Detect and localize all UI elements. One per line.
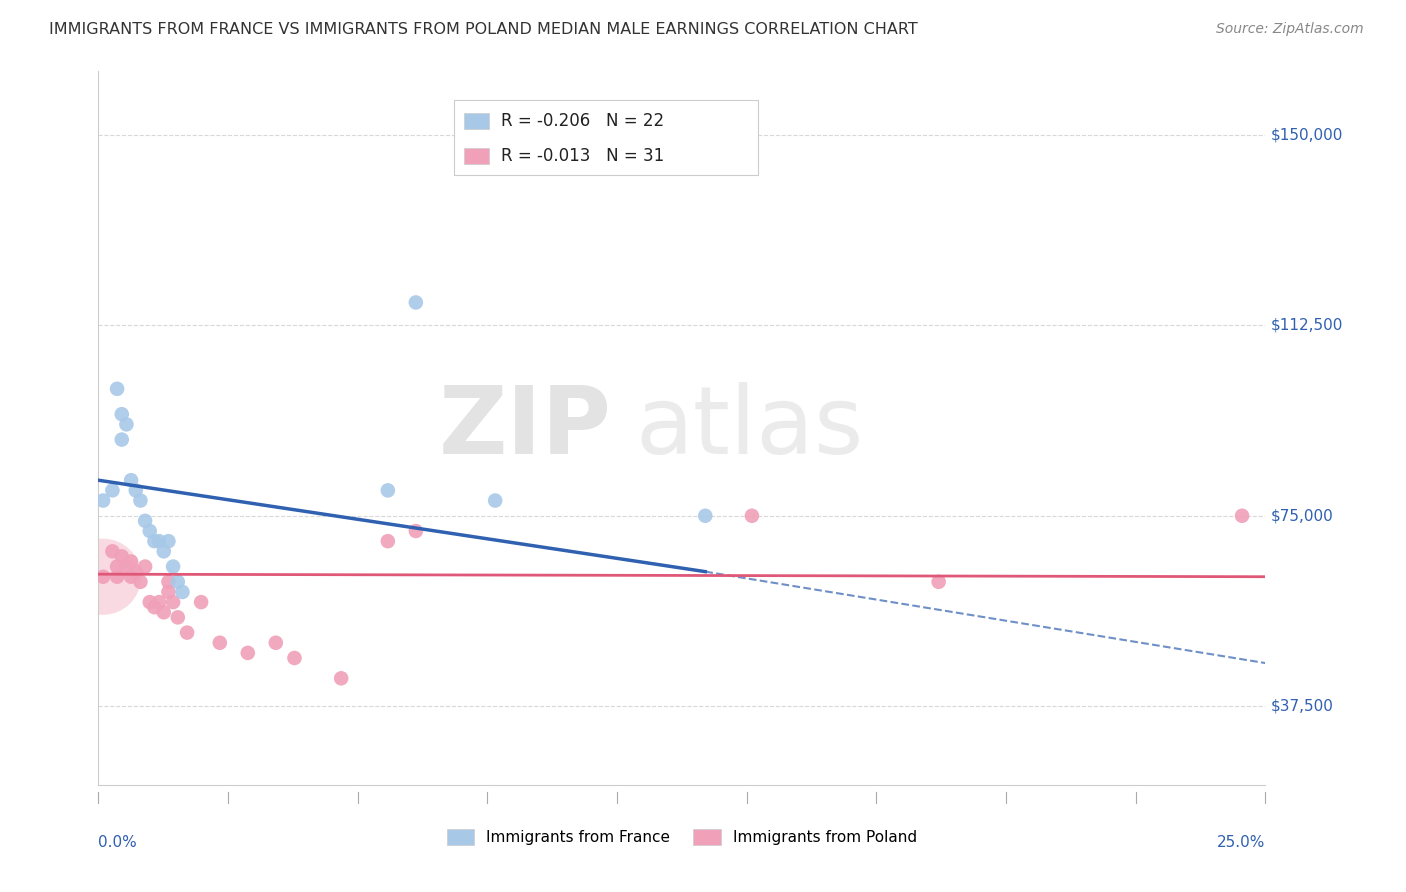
- Point: [741, 508, 763, 523]
- Point: [162, 595, 184, 609]
- Point: [166, 610, 188, 624]
- Point: [143, 534, 166, 549]
- Point: [208, 636, 231, 650]
- Point: [111, 433, 134, 447]
- Text: R = -0.013   N = 31: R = -0.013 N = 31: [501, 147, 664, 165]
- Text: R = -0.206   N = 22: R = -0.206 N = 22: [501, 112, 664, 130]
- FancyBboxPatch shape: [454, 100, 758, 175]
- Point: [101, 483, 124, 498]
- Point: [148, 595, 170, 609]
- Point: [157, 585, 180, 599]
- Point: [139, 524, 162, 538]
- Point: [139, 595, 162, 609]
- Point: [405, 295, 427, 310]
- Point: [115, 417, 138, 432]
- Point: [105, 570, 128, 584]
- Text: IMMIGRANTS FROM FRANCE VS IMMIGRANTS FROM POLAND MEDIAN MALE EARNINGS CORRELATIO: IMMIGRANTS FROM FRANCE VS IMMIGRANTS FRO…: [49, 22, 918, 37]
- Point: [125, 565, 148, 579]
- Text: Source: ZipAtlas.com: Source: ZipAtlas.com: [1216, 22, 1364, 37]
- Point: [152, 605, 174, 619]
- Point: [176, 625, 198, 640]
- Point: [283, 651, 305, 665]
- Point: [143, 600, 166, 615]
- Point: [129, 493, 152, 508]
- Point: [484, 493, 506, 508]
- Point: [105, 559, 128, 574]
- Point: [91, 570, 114, 584]
- Point: [91, 493, 114, 508]
- Point: [236, 646, 259, 660]
- Point: [111, 407, 134, 421]
- Legend: Immigrants from France, Immigrants from Poland: Immigrants from France, Immigrants from …: [447, 830, 917, 845]
- Point: [111, 549, 134, 564]
- Text: $75,000: $75,000: [1271, 508, 1334, 524]
- Point: [928, 574, 950, 589]
- Text: ZIP: ZIP: [439, 382, 612, 475]
- Point: [105, 382, 128, 396]
- Point: [157, 534, 180, 549]
- Point: [91, 570, 114, 584]
- Text: atlas: atlas: [636, 382, 863, 475]
- Point: [190, 595, 212, 609]
- Point: [120, 570, 142, 584]
- Point: [405, 524, 427, 538]
- Point: [125, 483, 148, 498]
- Point: [330, 671, 353, 685]
- Point: [166, 574, 188, 589]
- Point: [148, 534, 170, 549]
- Point: [695, 508, 717, 523]
- Point: [120, 554, 142, 568]
- Point: [152, 544, 174, 558]
- Point: [134, 514, 156, 528]
- Point: [134, 559, 156, 574]
- Point: [172, 585, 194, 599]
- Text: 25.0%: 25.0%: [1218, 835, 1265, 850]
- Point: [377, 483, 399, 498]
- Point: [120, 473, 142, 487]
- FancyBboxPatch shape: [464, 113, 489, 128]
- Point: [1230, 508, 1253, 523]
- FancyBboxPatch shape: [464, 148, 489, 164]
- Text: $37,500: $37,500: [1271, 698, 1334, 714]
- Point: [101, 544, 124, 558]
- Point: [264, 636, 287, 650]
- Point: [115, 559, 138, 574]
- Text: $150,000: $150,000: [1271, 128, 1344, 143]
- Point: [377, 534, 399, 549]
- Point: [129, 574, 152, 589]
- Point: [162, 559, 184, 574]
- Text: $112,500: $112,500: [1271, 318, 1344, 333]
- Text: 0.0%: 0.0%: [98, 835, 138, 850]
- Point: [157, 574, 180, 589]
